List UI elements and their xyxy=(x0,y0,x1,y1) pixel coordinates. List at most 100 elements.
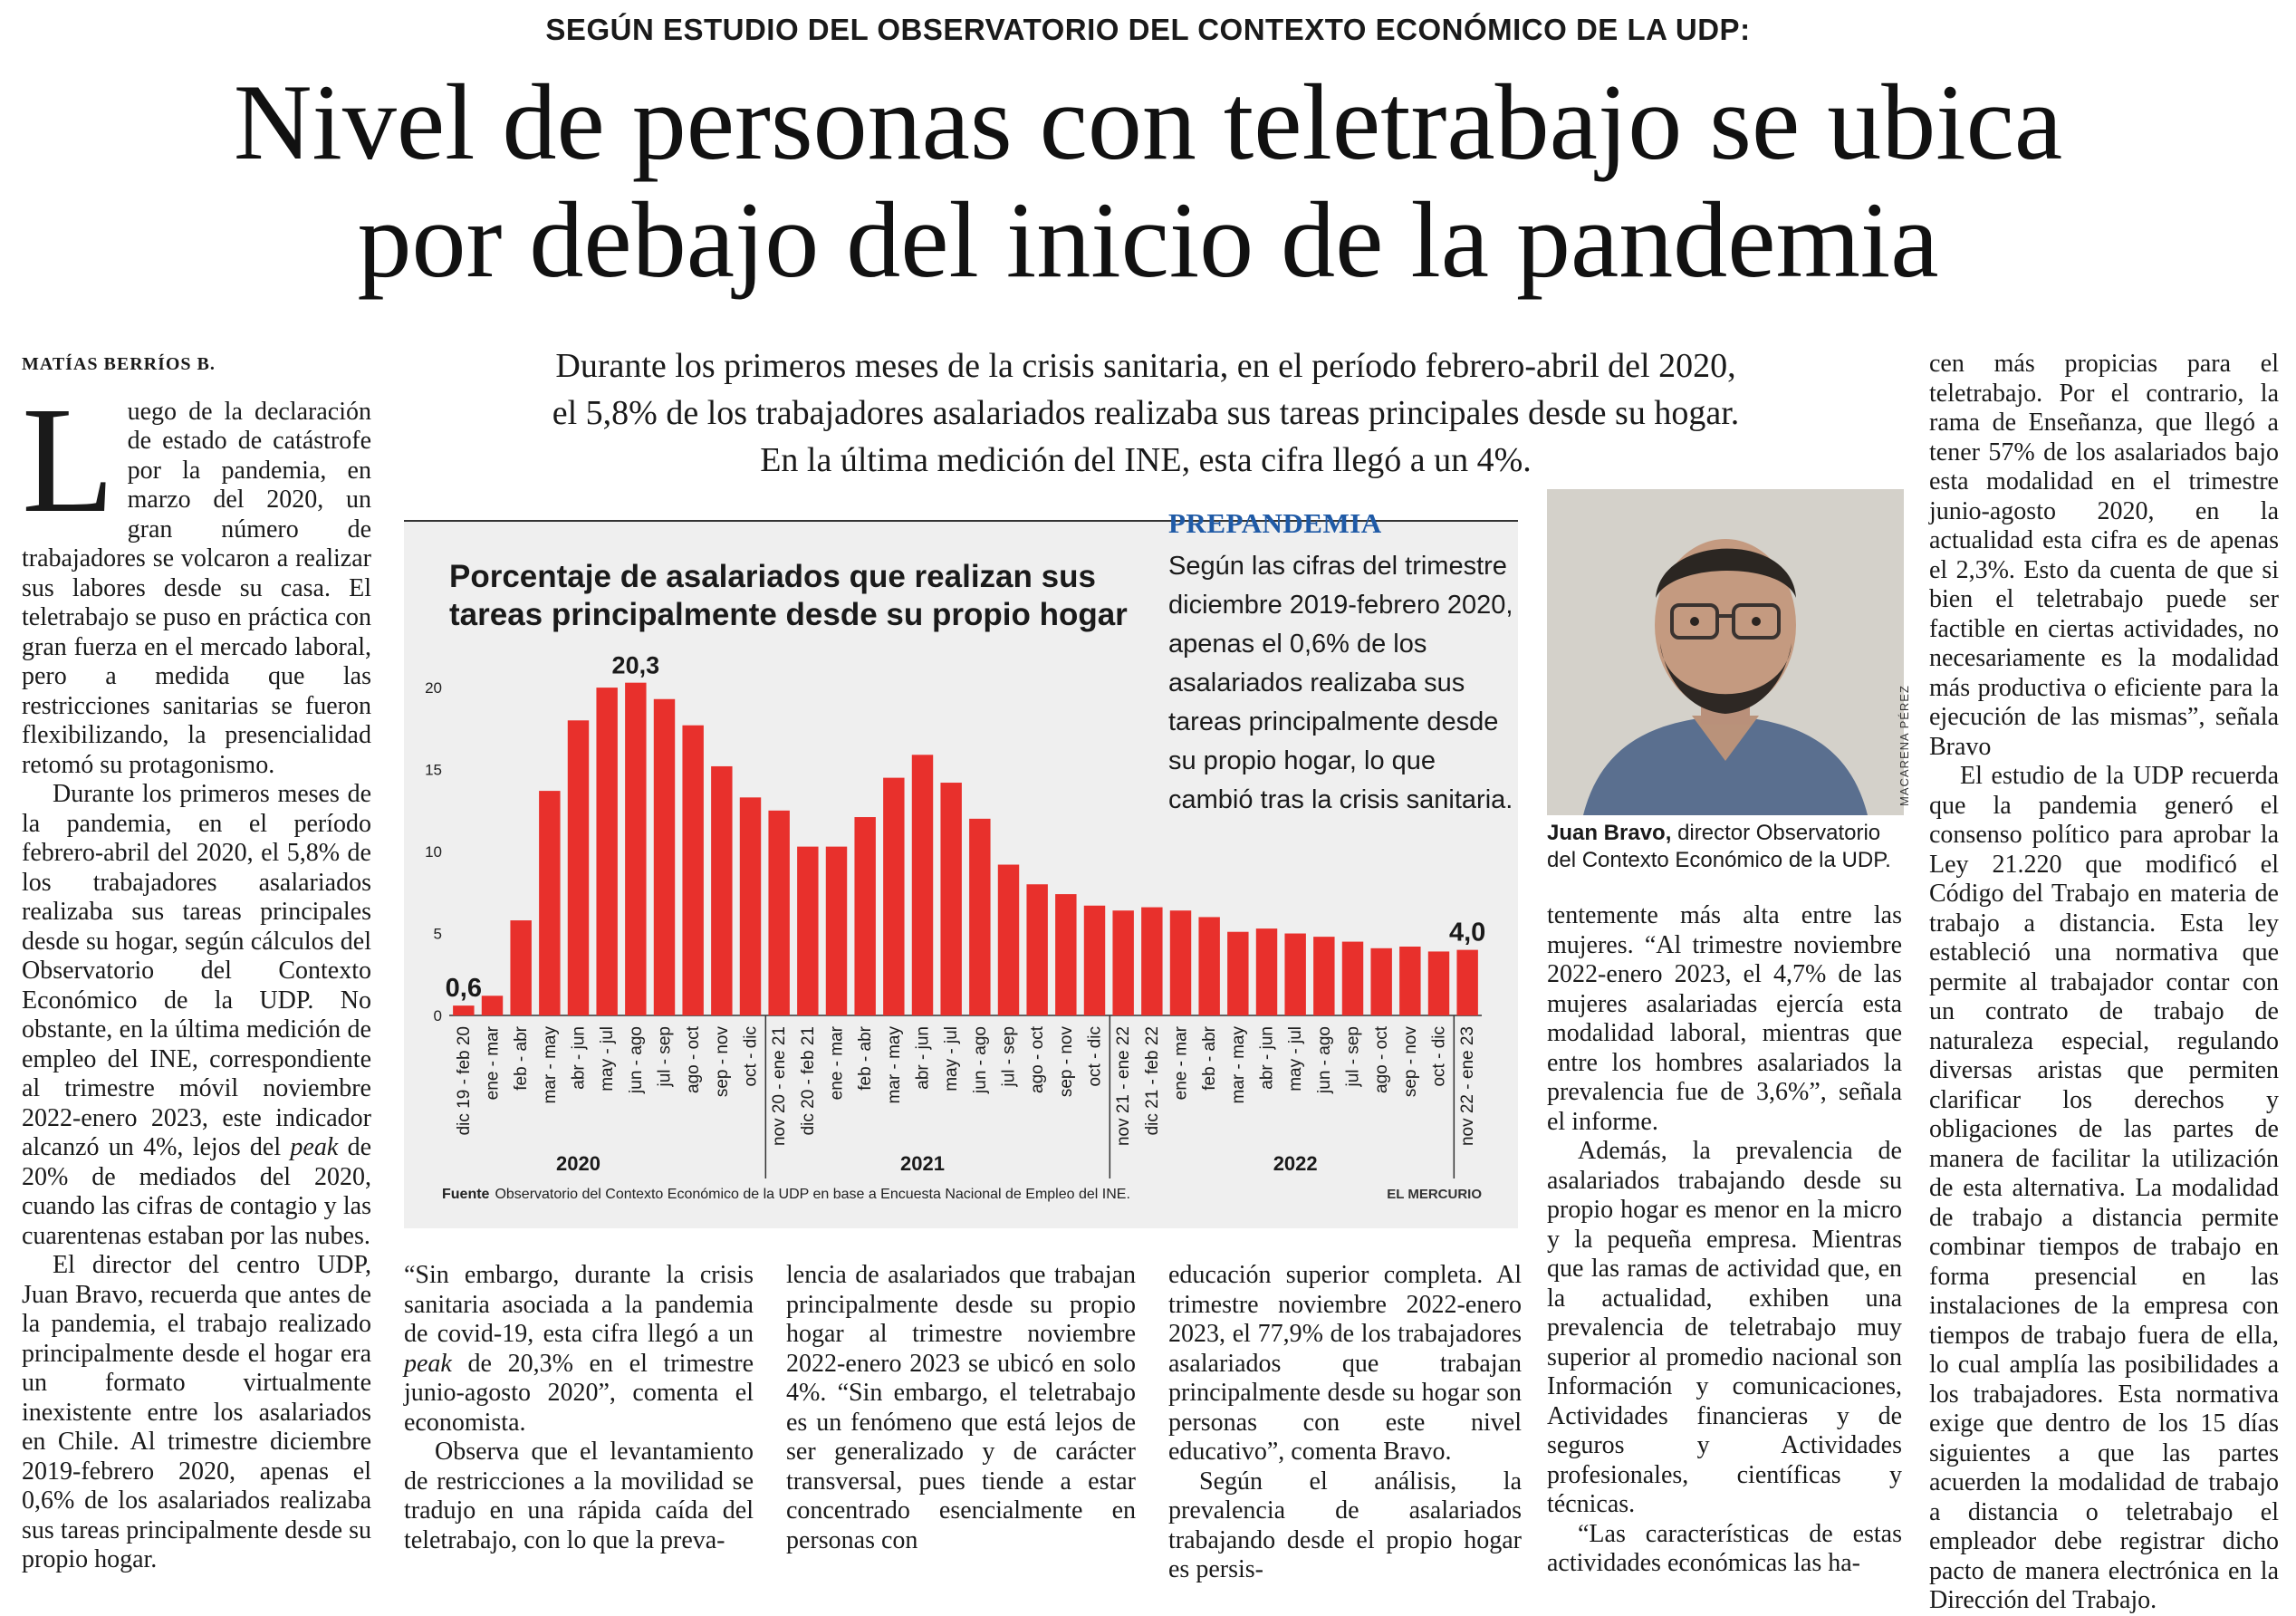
photo-credit: MACARENA PÉREZ xyxy=(1897,685,1911,806)
chart-bar xyxy=(653,698,676,1015)
article-column-4: educación superior completa. Al trimestr… xyxy=(1168,1261,1522,1585)
chart-bar xyxy=(1112,910,1134,1015)
paragraph: Observa que el levantamiento de restricc… xyxy=(404,1438,754,1554)
x-tick-label: jun - ago xyxy=(627,1026,646,1094)
paragraph: educación superior completa. Al trimestr… xyxy=(1168,1261,1522,1466)
y-tick-label: 0 xyxy=(434,1007,442,1024)
year-label: 2022 xyxy=(1273,1152,1318,1175)
chart-bar xyxy=(969,818,991,1015)
paragraph: Durante los primeros meses de la pandemi… xyxy=(22,780,371,1251)
paragraph: El estudio de la UDP recuerda que la pan… xyxy=(1929,762,2279,1614)
x-tick-label: may - jul xyxy=(1286,1026,1305,1092)
byline: MATÍAS BERRÍOS B. xyxy=(22,354,216,374)
paragraph: cen más propicias para el teletrabajo. P… xyxy=(1929,350,2279,761)
caption-name: Juan Bravo, xyxy=(1547,821,1672,845)
paragraph-text: de 20,3% en el trimestre junio-agosto 20… xyxy=(404,1349,754,1437)
chart-bar xyxy=(453,1005,475,1015)
chart-bar xyxy=(1313,937,1335,1015)
chart-bar xyxy=(797,846,819,1015)
x-tick-label: nov 20 - ene 21 xyxy=(770,1026,789,1146)
chart-title: Porcentaje de asalariados que realizan s… xyxy=(449,559,1128,632)
chart-bar xyxy=(1341,941,1364,1015)
paragraph-text: uego de la declaración de estado de catá… xyxy=(22,397,371,779)
x-tick-label: nov 22 - ene 23 xyxy=(1458,1026,1477,1146)
chart-bar xyxy=(854,817,876,1015)
chart-bar xyxy=(1083,905,1106,1015)
italic-term: peak xyxy=(290,1133,339,1161)
chart-bar xyxy=(711,765,733,1015)
y-tick-label: 20 xyxy=(425,679,442,697)
data-label: 20,3 xyxy=(612,652,660,679)
x-tick-label: ago - oct xyxy=(1372,1025,1391,1093)
chart-bar xyxy=(1427,951,1450,1015)
x-tick-label: dic 19 - feb 20 xyxy=(455,1026,474,1135)
chart-bar xyxy=(997,864,1020,1015)
chart-bar xyxy=(539,791,561,1015)
x-tick-label: jul - sep xyxy=(1344,1026,1363,1088)
x-tick-label: sep - nov xyxy=(1401,1026,1420,1098)
paragraph: “Las características de estas actividade… xyxy=(1547,1519,1902,1578)
article-column-5: tentemente más alta entre las mujeres. “… xyxy=(1547,901,1902,1579)
x-tick-label: ago - oct xyxy=(684,1025,703,1093)
x-tick-label: jun - ago xyxy=(971,1026,990,1094)
x-tick-label: dic 21 - feb 22 xyxy=(1143,1026,1162,1135)
article-column-2: “Sin embargo, durante la crisis sanitari… xyxy=(404,1261,754,1555)
chart-bar xyxy=(739,797,762,1015)
chart-bar xyxy=(883,777,905,1015)
x-tick-label: mar - may xyxy=(1229,1026,1248,1104)
x-tick-label: dic 20 - feb 21 xyxy=(799,1026,818,1135)
paragraph: Según el análisis, la prevalencia de asa… xyxy=(1168,1467,1522,1584)
chart-bar xyxy=(510,920,532,1015)
sidebar-prepandemia: PREPANDEMIA Según las cifras del trimest… xyxy=(1168,507,1522,820)
x-tick-label: ene - mar xyxy=(828,1025,847,1100)
paragraph: tentemente más alta entre las mujeres. “… xyxy=(1547,901,1902,1136)
x-tick-label: sep - nov xyxy=(1057,1026,1076,1098)
year-label: 2021 xyxy=(900,1152,945,1175)
photo-caption: Juan Bravo, director Observatorio del Co… xyxy=(1547,820,1909,874)
chart-bar xyxy=(567,720,590,1015)
portrait-photo xyxy=(1547,489,1904,815)
x-tick-label: oct - dic xyxy=(1086,1026,1105,1087)
y-tick-label: 5 xyxy=(434,926,442,943)
x-tick-label: mar - may xyxy=(885,1026,904,1104)
chart-bar xyxy=(1141,907,1163,1015)
x-tick-label: oct - dic xyxy=(742,1026,761,1087)
x-tick-label: may - jul xyxy=(942,1026,961,1092)
paragraph-text: de 20% de mediados del 2020, cuando las … xyxy=(22,1133,372,1250)
chart-bar xyxy=(1255,928,1278,1015)
italic-term: peak xyxy=(404,1349,452,1378)
x-tick-label: nov 21 - ene 22 xyxy=(1114,1026,1133,1146)
paragraph: lencia de asalariados que trabajan princ… xyxy=(786,1261,1136,1554)
article-column-6: cen más propicias para el teletrabajo. P… xyxy=(1929,350,2279,1616)
x-tick-label: feb - abr xyxy=(512,1025,531,1090)
chart-bar xyxy=(1026,884,1048,1015)
chart-bar xyxy=(1227,931,1249,1015)
x-tick-label: abr - jun xyxy=(1258,1026,1277,1090)
chart-bar xyxy=(682,725,704,1015)
paragraph: Además, la prevalencia de asalariados tr… xyxy=(1547,1137,1902,1518)
x-tick-label: feb - abr xyxy=(1200,1025,1219,1090)
caption-text: director Observatorio del Contexto Econó… xyxy=(1547,821,1891,872)
chart-bar xyxy=(481,996,504,1015)
chart-bar xyxy=(625,682,647,1015)
chart-svg: 0 5 10 15 20 dic 19 - feb 20 0,6 ene - mar feb -… xyxy=(425,652,1485,1178)
data-label: 0,6 xyxy=(446,974,482,1003)
x-tick-label: oct - dic xyxy=(1430,1026,1449,1087)
chart-bar xyxy=(768,810,790,1015)
deck: Durante los primeros meses de la crisis … xyxy=(417,342,1875,484)
deck-line-3: En la última medición del INE, esta cifr… xyxy=(760,441,1532,479)
x-tick-label: jun - ago xyxy=(1315,1026,1334,1094)
chart-bar xyxy=(940,783,962,1015)
x-tick-label: ene - mar xyxy=(1172,1025,1191,1100)
x-tick-label: jul - sep xyxy=(656,1026,675,1088)
source-label: Fuente xyxy=(442,1187,490,1202)
y-tick-label: 15 xyxy=(425,762,442,779)
paragraph-text: “Sin embargo, durante la crisis sanitari… xyxy=(404,1261,754,1348)
x-tick-label: may - jul xyxy=(598,1026,617,1092)
chart-bar xyxy=(1169,910,1192,1015)
paragraph: El director del centro UDP, Juan Bravo, … xyxy=(22,1251,371,1573)
chart-bar xyxy=(1055,894,1077,1015)
chart: 0 5 10 15 20 dic 19 - feb 20 0,6 ene - mar feb -… xyxy=(404,520,1518,1228)
